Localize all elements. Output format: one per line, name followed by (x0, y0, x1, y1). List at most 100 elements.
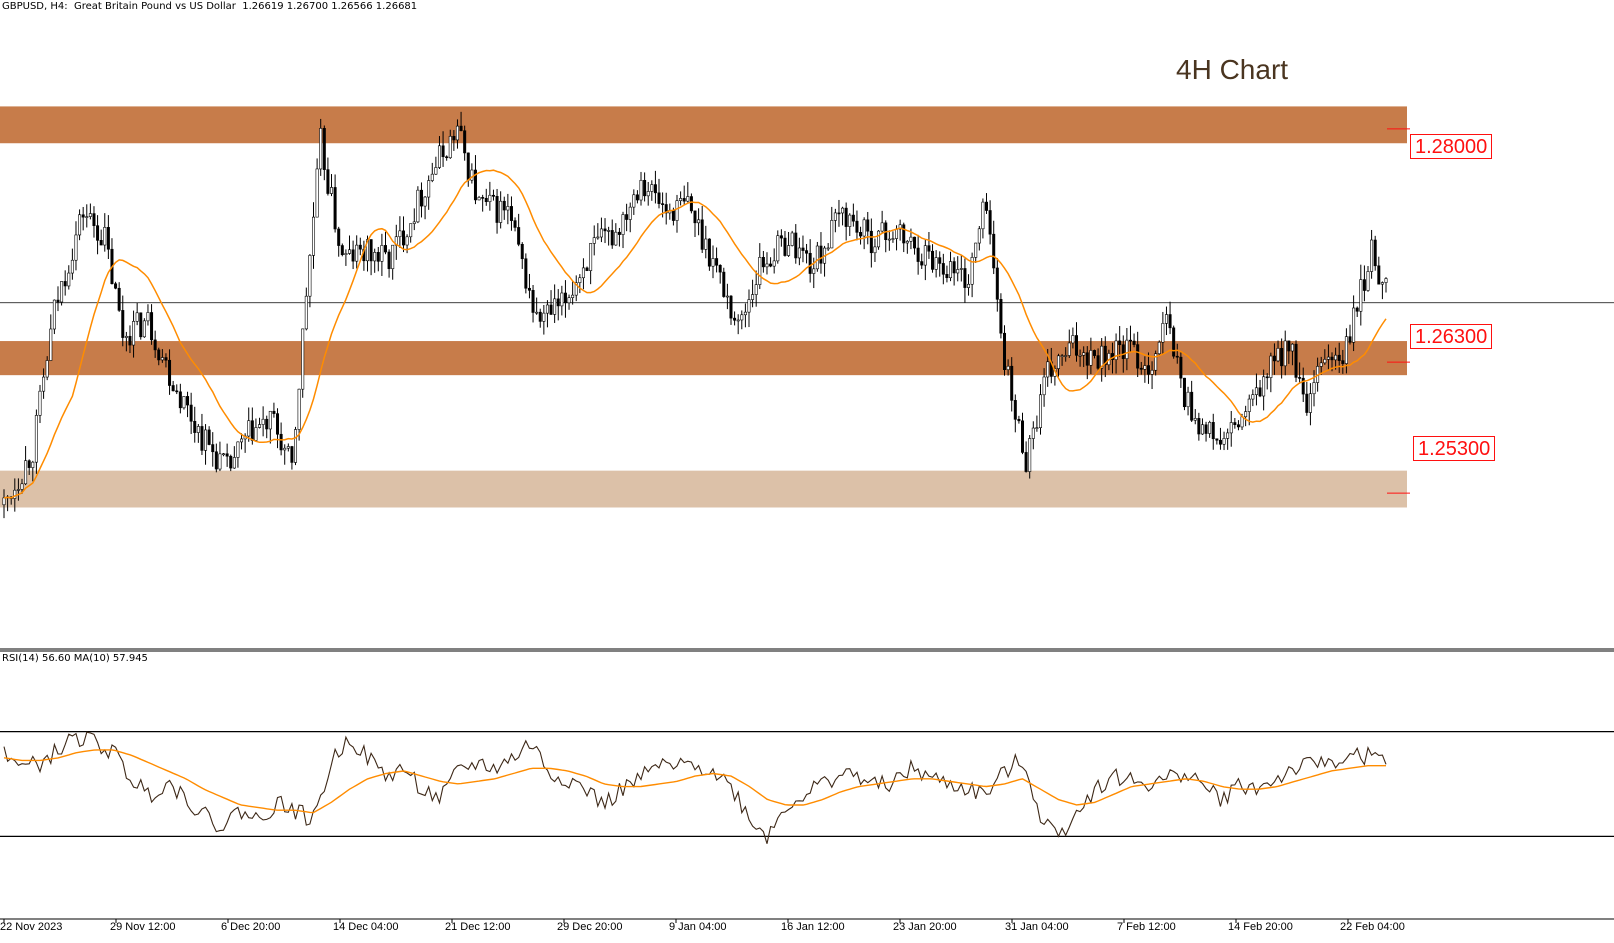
candle-body (200, 426, 204, 451)
x-tick-label: 21 Dec 12:00 (445, 921, 511, 933)
moving-average-line (3, 169, 1387, 499)
candle-body (970, 257, 974, 285)
candle-body (416, 189, 420, 223)
candle-body (1262, 376, 1266, 397)
candle-body (812, 268, 816, 274)
candle-body (837, 212, 841, 215)
candle-body (117, 287, 121, 311)
candle-body (175, 390, 179, 393)
candle-body (729, 295, 733, 319)
candle-body (981, 201, 985, 230)
candle-body (1092, 350, 1096, 356)
candle-body (229, 455, 233, 469)
candle-body (1182, 377, 1186, 408)
symbol-header: GBPUSD, H4: Great Britain Pound vs US Do… (2, 1, 418, 12)
candle-body (466, 152, 470, 181)
candle-body (1003, 332, 1007, 371)
candle-body (1114, 340, 1118, 360)
candle-body (1089, 350, 1093, 366)
candle-body (153, 339, 157, 351)
candle-body (635, 194, 639, 201)
candle-body (545, 304, 549, 314)
candle-body (1265, 376, 1269, 379)
candle-body (1287, 340, 1291, 352)
x-tick-label: 9 Jan 04:00 (669, 921, 727, 933)
candle-body (232, 457, 236, 469)
candle-body (599, 228, 603, 238)
candle-body (124, 335, 128, 338)
candle-body (1283, 340, 1287, 367)
candle-body (985, 201, 989, 211)
candle-body (887, 238, 891, 241)
candle-body (1074, 335, 1078, 356)
candle-body (833, 212, 837, 221)
candle-body (610, 230, 614, 246)
candle-body (272, 410, 276, 414)
candle-body (873, 246, 877, 254)
candle-body (553, 298, 557, 315)
candle-body (1168, 314, 1172, 329)
candle-body (722, 271, 726, 297)
candle-body (1021, 420, 1025, 453)
candle-body (877, 230, 881, 248)
candle-body (607, 230, 611, 232)
candle-body (106, 227, 110, 250)
candle-body (1179, 356, 1183, 379)
candle-body (844, 207, 848, 227)
candle-body (1215, 438, 1219, 441)
candle-body (1013, 400, 1017, 420)
candle-body (1204, 424, 1208, 434)
level-label-2: 1.26300 (1410, 324, 1493, 349)
candle-body (297, 388, 301, 430)
candle-body (563, 292, 567, 304)
candle-body (725, 295, 729, 298)
candle-body (1319, 362, 1323, 367)
candle-body (236, 441, 240, 458)
candle-body (337, 228, 341, 246)
candle-body (913, 236, 917, 249)
candle-body (931, 250, 935, 270)
candle-body (419, 189, 423, 207)
candle-body (531, 290, 535, 313)
candle-body (779, 235, 783, 239)
candle-body (1071, 335, 1075, 344)
candle-body (121, 310, 125, 338)
candle-body (31, 461, 35, 468)
candle-body (1006, 365, 1010, 371)
candle-body (520, 244, 524, 260)
candle-body (196, 426, 200, 433)
candle-body (330, 187, 334, 194)
candle-body (1352, 307, 1356, 343)
candle-body (653, 184, 657, 194)
candle-body (1344, 336, 1348, 364)
candle-body (81, 214, 85, 218)
candle-body (1121, 344, 1125, 359)
candle-body (733, 317, 737, 321)
x-tick-label: 14 Dec 04:00 (333, 921, 399, 933)
candle-body (859, 232, 863, 237)
candle-body (1146, 365, 1150, 375)
candle-body (603, 228, 607, 232)
candle-body (401, 230, 405, 246)
candle-body (1236, 424, 1240, 428)
candle-body (315, 168, 319, 218)
candle-body (787, 245, 791, 256)
candle-body (114, 283, 118, 289)
candle-body (1222, 438, 1226, 445)
candle-body (581, 267, 585, 279)
chart-title: 4H Chart (1176, 54, 1289, 85)
candle-body (1229, 422, 1233, 434)
candle-body (905, 240, 909, 244)
candle-body (139, 312, 143, 338)
candle-body (1208, 422, 1212, 434)
candle-body (1010, 365, 1014, 401)
candle-body (351, 249, 355, 262)
candle-body (423, 196, 427, 207)
candle-body (1272, 355, 1276, 362)
candle-body (1161, 323, 1165, 343)
candle-body (308, 255, 312, 297)
candle-body (49, 328, 53, 361)
candle-body (794, 232, 798, 259)
candle-body (473, 169, 477, 201)
candle-body (769, 263, 773, 267)
